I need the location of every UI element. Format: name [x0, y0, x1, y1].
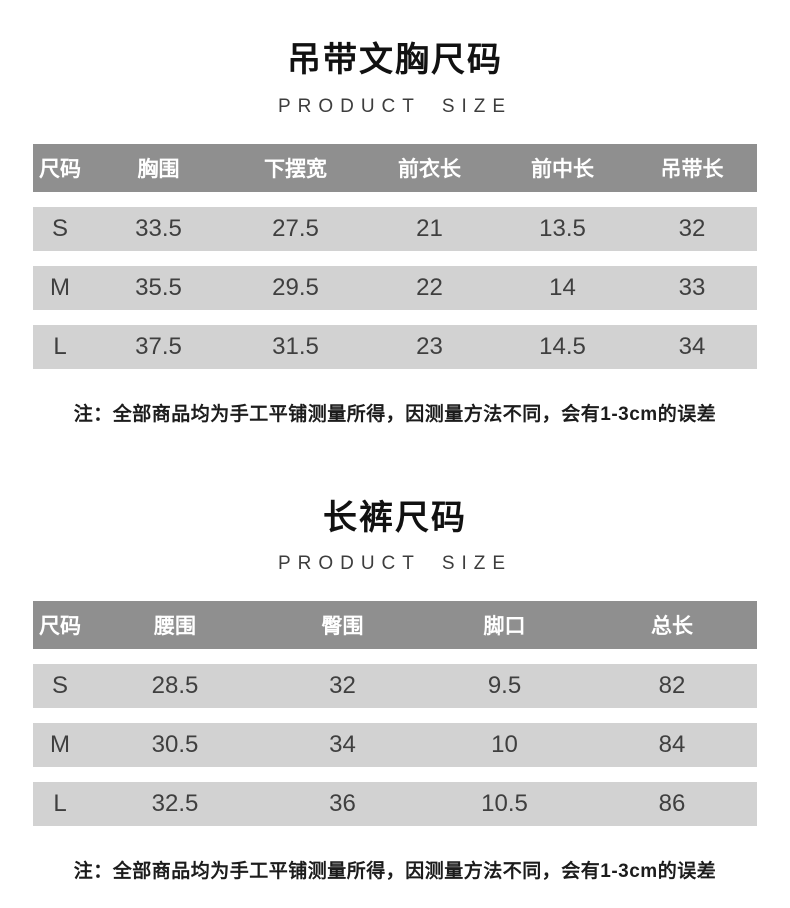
header-cell-strap-length: 吊带长	[660, 157, 724, 181]
header-cell-waist: 腰围	[154, 615, 196, 639]
cell: 14	[549, 273, 576, 301]
pants-table-row-s: S 28.5 32 9.5 82	[33, 664, 757, 709]
cell: S	[51, 214, 68, 242]
bra-size-table: 尺码 胸围 下摆宽 前衣长 前中长 吊带长 S 33.5 27.5 21 13.…	[33, 143, 757, 369]
cell: M	[50, 273, 70, 301]
cell: 37.5	[135, 332, 182, 360]
cell: 32.5	[151, 790, 199, 818]
cell: 36	[329, 790, 356, 818]
cell: 27.5	[272, 214, 319, 242]
cell: 32	[678, 214, 706, 242]
cell: 10.5	[481, 790, 528, 818]
bra-size-section: 吊带文胸尺码 PRODUCT SIZE 尺码 胸围 下摆宽 前衣长 前中长 吊带…	[0, 0, 790, 426]
pants-size-subtitle: PRODUCT SIZE	[277, 553, 513, 575]
pants-size-section: 长裤尺码 PRODUCT SIZE 尺码 腰围 臀围 脚口 总长 S 28.5 …	[0, 498, 790, 884]
header-cell-bust: 胸围	[137, 157, 180, 181]
cell: L	[53, 332, 67, 360]
cell: S	[51, 672, 68, 700]
bra-size-title: 吊带文胸尺码	[287, 41, 503, 79]
pants-table-row-m: M 30.5 34 10 84	[33, 723, 757, 768]
cell: 10	[491, 731, 518, 759]
bra-table-row-m: M 35.5 29.5 22 14 33	[33, 265, 757, 310]
cell: M	[50, 731, 70, 759]
cell: 21	[416, 214, 443, 242]
header-cell-leg-opening: 脚口	[483, 615, 526, 639]
cell: 82	[658, 672, 686, 700]
cell: 34	[678, 332, 706, 360]
cell: 34	[329, 731, 356, 759]
cell: 29.5	[272, 273, 319, 301]
header-cell-front-center-length: 前中长	[531, 157, 594, 181]
bra-table-header-row: 尺码 胸围 下摆宽 前衣长 前中长 吊带长	[33, 143, 757, 192]
cell: 9.5	[487, 672, 522, 700]
header-cell-front-length: 前衣长	[398, 157, 461, 181]
cell: 33.5	[135, 214, 182, 242]
pants-table-row-l: L 32.5 36 10.5 86	[33, 782, 757, 827]
cell: 14.5	[539, 332, 586, 360]
bra-measure-note: 注：全部商品均为手工平铺测量所得，因测量方法不同，会有1-3cm的误差	[73, 403, 717, 425]
header-cell-size: 尺码	[39, 157, 81, 181]
cell: 32	[329, 672, 356, 700]
pants-size-title: 长裤尺码	[323, 498, 467, 537]
cell: 84	[658, 731, 686, 759]
bra-table-row-l: L 37.5 31.5 23 14.5 34	[33, 324, 757, 369]
cell: 33	[678, 273, 706, 301]
header-cell-hip: 臀围	[321, 615, 364, 639]
cell: 35.5	[135, 273, 182, 301]
cell: 30.5	[151, 731, 199, 759]
pants-size-table: 尺码 腰围 臀围 脚口 总长 S 28.5 32 9.5 82 M 30.5 3…	[33, 601, 757, 827]
cell: 13.5	[539, 214, 586, 242]
header-cell-size: 尺码	[39, 615, 81, 639]
header-cell-hem-width: 下摆宽	[264, 157, 327, 181]
pants-measure-note: 注：全部商品均为手工平铺测量所得，因测量方法不同，会有1-3cm的误差	[73, 861, 717, 883]
cell: 23	[416, 332, 443, 360]
cell: L	[53, 790, 67, 818]
pants-table-header-row: 尺码 腰围 臀围 脚口 总长	[33, 601, 757, 650]
cell: 31.5	[272, 332, 319, 360]
bra-size-subtitle: PRODUCT SIZE	[277, 95, 513, 117]
header-cell-total-length: 总长	[651, 615, 693, 639]
cell: 22	[416, 273, 443, 301]
cell: 28.5	[151, 672, 199, 700]
bra-table-row-s: S 33.5 27.5 21 13.5 32	[33, 206, 757, 251]
cell: 86	[658, 790, 686, 818]
